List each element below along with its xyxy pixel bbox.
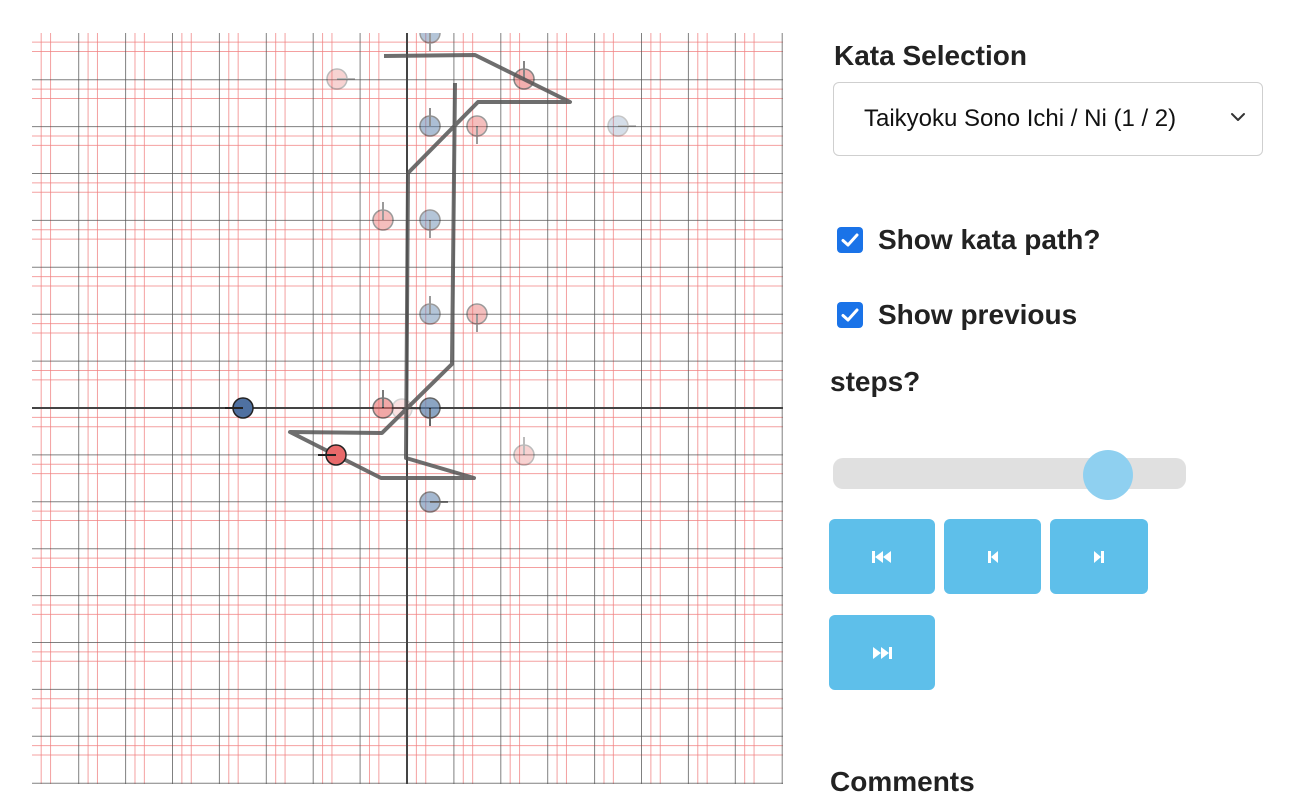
skip-last-icon [873,646,892,659]
kata-grid [32,33,783,784]
marker-body [513,444,535,466]
marker-body [326,68,348,90]
marker-body [466,303,488,325]
marker-body [419,209,441,231]
kata-grid-canvas [32,33,783,784]
previous-step-marker [607,115,636,137]
previous-step-marker [372,202,394,231]
previous-step-marker [419,491,448,513]
kata-selection-title: Kata Selection [834,40,1027,71]
step-slider-thumb[interactable] [1083,450,1134,500]
previous-step-button[interactable] [944,519,1041,594]
marker-body [372,209,394,231]
show-previous-checkbox[interactable] [837,302,863,328]
step-back-icon [987,550,998,563]
checkmark-icon [841,308,859,322]
show-path-label: Show kata path? [878,224,1101,255]
previous-step-marker [419,108,441,137]
previous-step-marker [419,397,441,426]
skip-first-icon [872,550,891,563]
previous-step-marker [372,390,394,419]
comments-title: Comments [830,766,975,797]
previous-step-marker [419,33,441,51]
current-blue-marker [225,397,254,419]
last-step-button[interactable] [829,615,935,690]
current-step-markers [225,397,347,466]
previous-step-marker [419,296,441,325]
previous-step-marker [513,437,535,466]
marker-body [419,303,441,325]
step-slider[interactable] [833,450,1186,500]
first-step-button[interactable] [829,519,935,594]
next-step-button[interactable] [1050,519,1148,594]
previous-step-marker [466,115,488,144]
chevron-down-icon [1231,113,1245,121]
previous-step-marker [466,303,488,332]
marker-body [419,33,441,44]
marker-body [607,115,629,137]
show-previous-label: Show previous [878,299,1078,330]
show-path-checkbox[interactable] [837,227,863,253]
marker-body [466,115,488,137]
kata-select[interactable]: Taikyoku Sono Ichi / Ni (1 / 2) [833,82,1263,156]
previous-step-marker [326,68,355,90]
kata-path-line [288,53,572,480]
kata-select-value: Taikyoku Sono Ichi / Ni (1 / 2) [864,105,1177,132]
current-red-marker [318,444,347,466]
checkmark-icon [841,233,859,247]
previous-step-marker [419,209,441,238]
show-previous-label-continued: steps? [830,366,921,397]
previous-step-markers [326,33,636,513]
step-forward-icon [1094,550,1104,563]
